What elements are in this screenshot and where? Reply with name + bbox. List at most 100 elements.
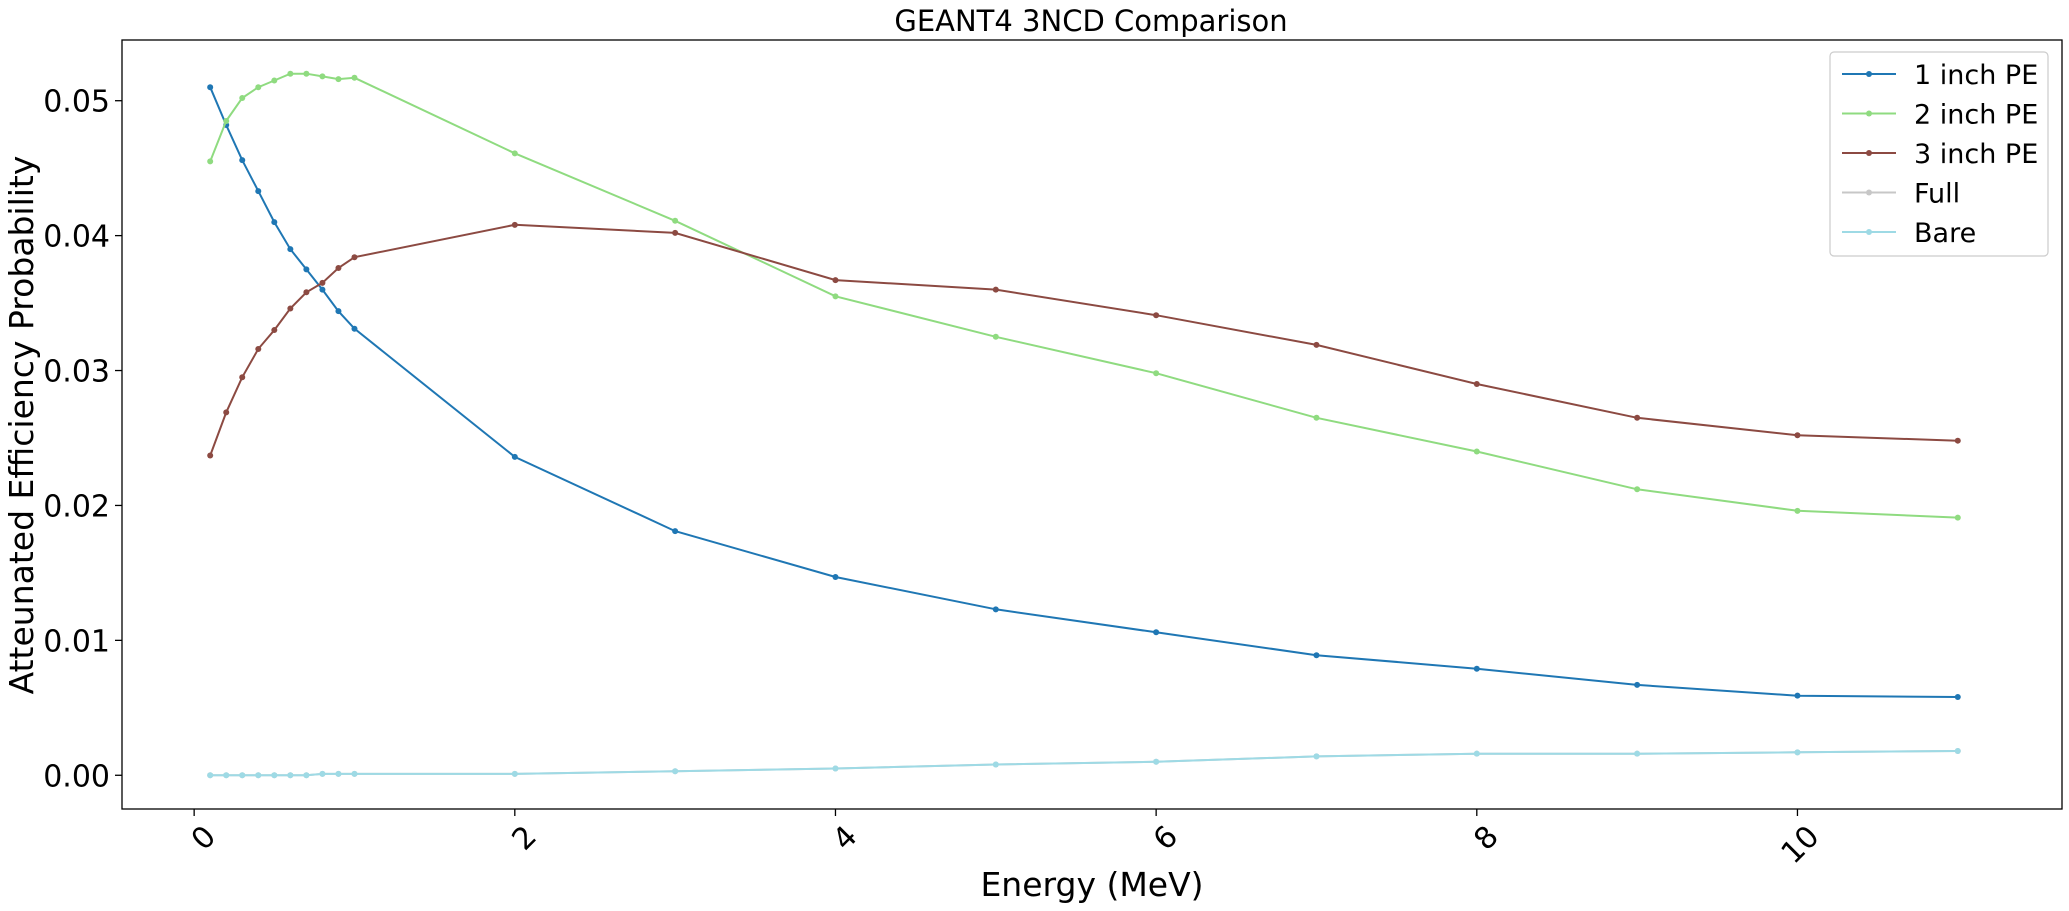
x-tick-label: 10 — [1775, 819, 1827, 871]
data-point — [1794, 692, 1801, 699]
data-point — [1634, 750, 1641, 757]
y-tick-label: 0.03 — [43, 355, 110, 390]
data-point — [303, 772, 310, 779]
data-point — [1313, 414, 1320, 421]
data-point — [335, 770, 342, 777]
data-point — [335, 265, 342, 272]
data-point — [1954, 437, 1961, 444]
data-point — [207, 158, 214, 165]
data-point — [319, 73, 326, 80]
data-point — [319, 279, 326, 286]
data-point — [255, 84, 262, 91]
data-point — [1473, 750, 1480, 757]
data-point — [335, 308, 342, 315]
data-point — [303, 70, 310, 77]
data-point — [1313, 753, 1320, 760]
legend-label: 3 inch PE — [1914, 139, 2038, 170]
x-tick-label: 4 — [826, 819, 864, 857]
data-point — [1153, 758, 1160, 765]
data-point — [335, 76, 342, 83]
data-point — [1954, 694, 1961, 701]
data-point — [287, 246, 294, 253]
x-tick-label: 8 — [1467, 819, 1505, 857]
legend-marker — [1866, 229, 1872, 235]
legend-entry: Full — [1842, 179, 1960, 210]
legend-label: Full — [1914, 179, 1960, 210]
data-point — [1794, 749, 1801, 756]
legend-entry: Bare — [1842, 218, 1976, 249]
data-point — [271, 219, 278, 226]
data-point — [1153, 312, 1160, 319]
legend-entry: 1 inch PE — [1842, 60, 2038, 91]
data-point — [223, 117, 230, 124]
data-point — [832, 573, 839, 580]
data-point — [1313, 341, 1320, 348]
data-point — [1954, 514, 1961, 521]
y-tick-label: 0.02 — [43, 489, 110, 524]
series-line-3-inch-pe — [209, 223, 1958, 456]
data-point — [511, 221, 518, 228]
data-point — [255, 772, 262, 779]
legend-marker — [1866, 189, 1872, 196]
plot-area — [121, 39, 2063, 810]
data-point — [992, 333, 999, 340]
data-point — [1473, 665, 1480, 672]
legend-label: 1 inch PE — [1914, 60, 2038, 91]
data-point — [207, 772, 214, 779]
data-point — [239, 95, 246, 102]
data-point — [303, 289, 310, 296]
data-point — [271, 327, 278, 334]
data-point — [223, 409, 230, 416]
y-axis: 0.00 0.01 0.02 0.03 0.04 0.05 — [43, 85, 122, 794]
x-axis-label: Energy (MeV) — [980, 865, 1203, 904]
data-point — [511, 770, 518, 777]
data-point — [351, 770, 358, 777]
series-bare — [207, 747, 1961, 779]
data-point — [1153, 629, 1160, 636]
data-point — [1153, 370, 1160, 377]
data-point — [672, 229, 679, 236]
data-point — [1473, 381, 1480, 388]
y-tick-label: 0.04 — [43, 220, 110, 255]
data-point — [239, 374, 246, 381]
data-point — [992, 286, 999, 293]
series-1-inch-pe — [207, 84, 1961, 701]
legend-marker — [1866, 150, 1872, 156]
x-tick-label: 6 — [1147, 819, 1185, 857]
data-point — [1634, 486, 1641, 493]
legend-marker — [1866, 71, 1872, 77]
data-point — [1313, 652, 1320, 659]
data-point — [255, 188, 262, 195]
data-point — [207, 452, 214, 459]
data-point — [1794, 507, 1801, 514]
data-point — [832, 765, 839, 772]
data-point — [319, 770, 326, 777]
series-layer — [207, 70, 1961, 779]
series-line-1-inch-pe — [209, 86, 1958, 698]
data-point — [351, 254, 358, 261]
data-point — [992, 606, 999, 613]
data-point — [1954, 747, 1961, 754]
data-point — [1794, 432, 1801, 439]
data-point — [319, 286, 326, 293]
data-point — [1634, 414, 1641, 421]
legend-label: Bare — [1914, 218, 1976, 249]
data-point — [672, 217, 679, 224]
data-point — [351, 325, 358, 332]
data-point — [992, 761, 999, 768]
legend-box — [1829, 51, 2049, 257]
data-point — [672, 528, 679, 535]
data-point — [1473, 448, 1480, 455]
y-tick-label: 0.05 — [43, 85, 110, 120]
data-point — [207, 84, 214, 91]
data-point — [287, 305, 294, 312]
series-3-inch-pe — [207, 221, 1961, 459]
data-point — [511, 150, 518, 157]
y-axis-label: Atteunated Efficiency Probability — [2, 156, 41, 695]
data-point — [239, 157, 246, 164]
legend-entry: 2 inch PE — [1842, 100, 2038, 131]
legend-label: 2 inch PE — [1914, 100, 2038, 131]
data-point — [351, 74, 358, 81]
data-point — [303, 266, 310, 273]
